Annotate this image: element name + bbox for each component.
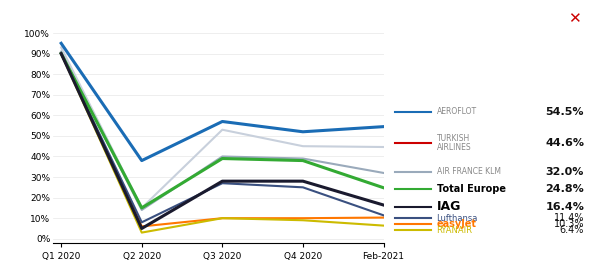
Text: Lufthansa: Lufthansa <box>437 214 478 223</box>
Text: 32.0%: 32.0% <box>546 167 584 177</box>
Text: RYANAIR: RYANAIR <box>437 226 473 235</box>
Text: AIR FRANCE KLM: AIR FRANCE KLM <box>437 167 500 176</box>
Text: 16.4%: 16.4% <box>545 202 584 212</box>
Text: easyJet: easyJet <box>437 219 477 229</box>
Text: IAG: IAG <box>437 200 461 213</box>
Text: 6.4%: 6.4% <box>560 225 584 235</box>
Text: 10.3%: 10.3% <box>553 219 584 229</box>
Text: 24.8%: 24.8% <box>545 184 584 194</box>
Text: ✕: ✕ <box>568 11 581 26</box>
Text: 44.6%: 44.6% <box>545 138 584 148</box>
Text: Total Europe: Total Europe <box>437 184 506 194</box>
Text: AEROFLOT: AEROFLOT <box>437 107 477 116</box>
Text: TURKISH
AIRLINES: TURKISH AIRLINES <box>437 134 471 152</box>
Text: 11.4%: 11.4% <box>553 213 584 224</box>
Text: 54.5%: 54.5% <box>546 107 584 117</box>
